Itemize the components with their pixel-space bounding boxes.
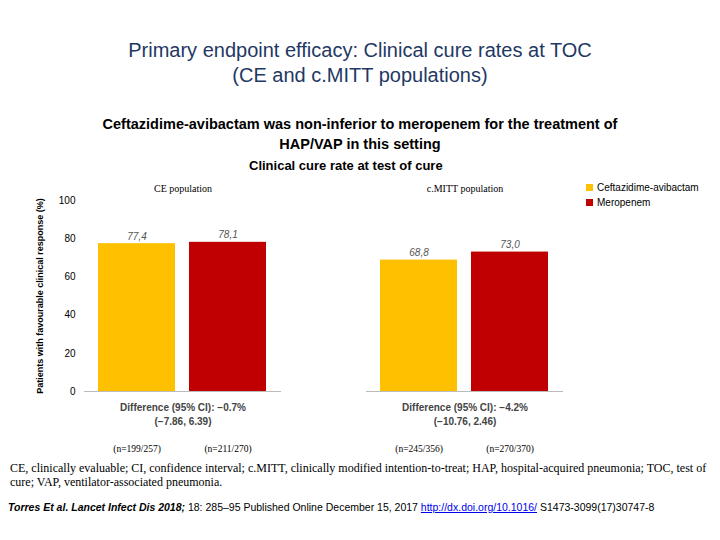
html-text:Torres Et al. Lancet Infect Di: Torres Et al. Lancet Infect Dis 2018; 18…: [8, 501, 655, 513]
svg-text:(n=199/257): (n=199/257): [113, 444, 161, 455]
svg-text:60: 60: [64, 271, 76, 282]
svg-text:77,4: 77,4: [127, 231, 147, 242]
html-text:Primary endpoint efficacy: Cli: Primary endpoint efficacy: Clinical cure…: [128, 39, 592, 86]
html-text:CE, clinically evaluable; CI,: CE, clinically evaluable; CI, confidence…: [10, 461, 707, 489]
html-text:Clinical cure rate at test of: Clinical cure rate at test of cure: [249, 158, 443, 173]
svg-text:Difference (95% CI): −4.2%(−10: Difference (95% CI): −4.2%(−10.76, 2.46): [402, 402, 528, 427]
svg-text:(n=245/356): (n=245/356): [395, 444, 443, 455]
svg-text:(n=211/270): (n=211/270): [204, 444, 251, 455]
svg-text:Difference (95% CI): −0.7%(−7.: Difference (95% CI): −0.7%(−7.86, 6.39): [120, 402, 246, 427]
html-text:Ceftazidime-avibactam: Ceftazidime-avibactam: [597, 182, 699, 193]
svg-text:40: 40: [64, 309, 76, 320]
html-text:Meropenem: Meropenem: [597, 197, 651, 208]
svg-text:Patients with favourable clini: Patients with favourable clinical respon…: [35, 198, 45, 394]
svg-text:78,1: 78,1: [218, 229, 237, 240]
svg-text:68,8: 68,8: [409, 247, 429, 258]
svg-text:80: 80: [64, 233, 76, 244]
svg-text:CE population: CE population: [154, 183, 212, 194]
svg-text:20: 20: [64, 348, 76, 359]
svg-text:(n=270/370): (n=270/370): [486, 444, 534, 455]
svg-text:c.MITT population: c.MITT population: [427, 183, 503, 194]
html-text:Ceftazidime-avibactam was non-: Ceftazidime-avibactam was non-inferior t…: [102, 116, 618, 152]
svg-text:73,0: 73,0: [500, 239, 520, 250]
svg-text:0: 0: [70, 386, 76, 397]
svg-text:100: 100: [59, 195, 76, 206]
